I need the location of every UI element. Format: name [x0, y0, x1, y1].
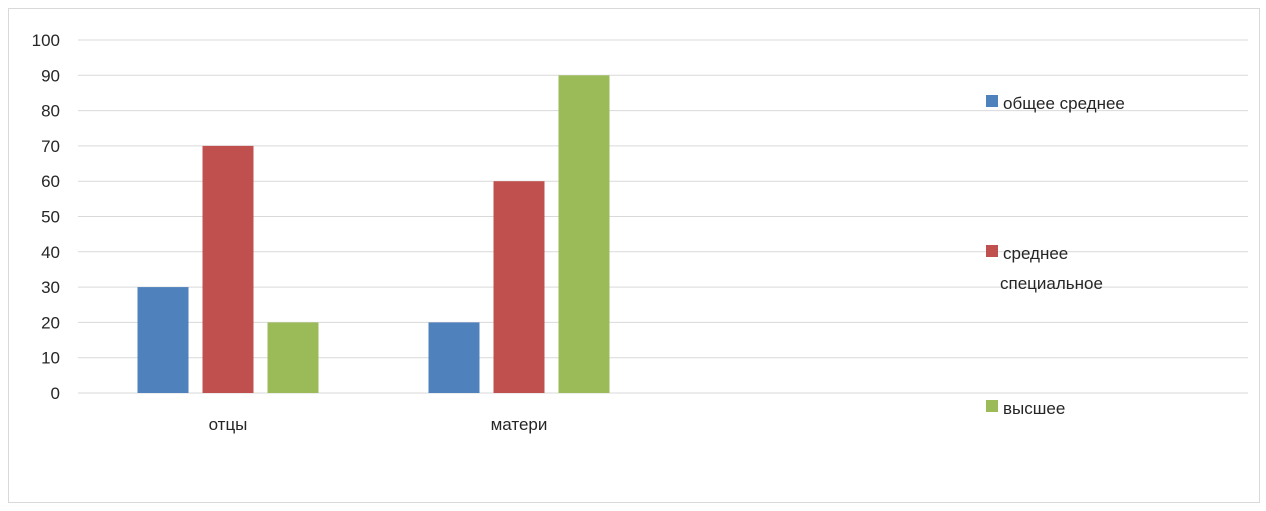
legend-label: специальное	[1000, 274, 1103, 293]
legend-swatch	[986, 95, 998, 107]
y-tick-label: 40	[41, 243, 60, 262]
x-tick-label: отцы	[209, 415, 248, 434]
legend: общее среднее среднее специальное высшее	[986, 94, 1125, 418]
y-tick-label: 30	[41, 278, 60, 297]
legend-label: общее среднее	[1003, 94, 1125, 113]
y-tick-label: 0	[51, 384, 60, 403]
legend-label: высшее	[1003, 399, 1065, 418]
y-tick-label: 90	[41, 66, 60, 85]
y-axis-ticks: 0 10 20 30 40 50 60 70 80 90 100	[32, 31, 60, 403]
y-tick-label: 80	[41, 102, 60, 121]
bar	[493, 181, 545, 393]
bar	[202, 145, 254, 393]
legend-swatch	[986, 400, 998, 412]
bar	[428, 322, 480, 393]
bars	[137, 75, 610, 394]
x-axis-ticks: отцы матери	[209, 415, 548, 434]
y-tick-label: 20	[41, 313, 60, 332]
bar	[558, 75, 610, 394]
legend-swatch	[986, 245, 998, 257]
x-tick-label: матери	[491, 415, 548, 434]
y-tick-label: 50	[41, 208, 60, 227]
bar	[267, 322, 319, 393]
y-tick-label: 60	[41, 172, 60, 191]
y-tick-label: 70	[41, 137, 60, 156]
legend-label: среднее	[1003, 244, 1068, 263]
bar	[137, 287, 189, 393]
y-tick-label: 100	[32, 31, 60, 50]
y-tick-label: 10	[41, 349, 60, 368]
